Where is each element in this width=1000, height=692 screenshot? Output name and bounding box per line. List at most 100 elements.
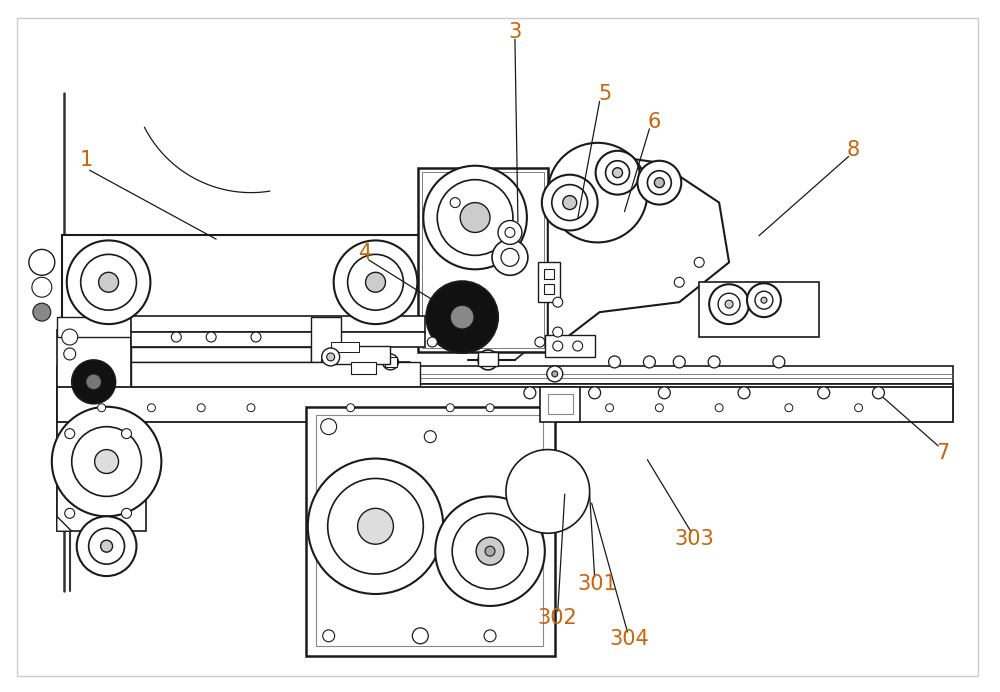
Text: 7: 7 [937,443,950,463]
Polygon shape [57,516,72,531]
Circle shape [95,450,119,473]
Circle shape [427,337,437,347]
Bar [544,284,554,294]
Bar [548,394,573,414]
Circle shape [327,353,335,361]
Circle shape [694,257,704,267]
Circle shape [72,427,141,496]
Bar [351,362,376,374]
Circle shape [506,450,590,534]
Circle shape [596,151,639,194]
Circle shape [552,185,588,221]
Circle shape [33,303,51,321]
Bar [62,235,420,330]
Circle shape [548,143,647,242]
Circle shape [65,428,75,439]
Bar [57,420,131,521]
Circle shape [98,403,106,412]
Bar [131,316,425,332]
Circle shape [424,430,436,443]
Circle shape [647,171,671,194]
Bar [385,357,397,367]
Circle shape [206,332,216,342]
Bar [57,387,953,421]
Circle shape [709,284,749,324]
Circle shape [818,387,830,399]
Circle shape [247,403,255,412]
Circle shape [606,403,614,412]
Circle shape [872,387,884,399]
Circle shape [122,428,131,439]
Circle shape [535,337,545,347]
Circle shape [348,255,403,310]
Circle shape [542,174,598,230]
Bar [418,167,548,352]
Bar [57,317,131,337]
Circle shape [435,496,545,606]
Circle shape [86,374,102,390]
Circle shape [553,297,563,307]
Circle shape [29,249,55,275]
Text: 6: 6 [648,112,661,132]
Circle shape [643,356,655,368]
Circle shape [855,403,863,412]
Circle shape [64,348,76,360]
Circle shape [476,537,504,565]
Bar [321,359,336,374]
Bar [131,362,420,387]
Circle shape [323,630,335,641]
Circle shape [485,546,495,556]
Circle shape [382,354,398,370]
Circle shape [147,403,155,412]
Circle shape [423,165,527,269]
Circle shape [122,509,131,518]
Bar [311,317,341,362]
Bar [57,417,146,531]
Text: 303: 303 [674,529,714,549]
Circle shape [658,387,670,399]
Circle shape [708,356,720,368]
Bar [57,384,953,402]
Circle shape [747,283,781,317]
Bar [538,262,560,302]
Circle shape [171,332,181,342]
Circle shape [715,403,723,412]
Bar [57,366,953,384]
Circle shape [478,350,498,370]
Circle shape [52,407,161,516]
Circle shape [77,516,136,576]
Polygon shape [548,153,729,352]
Circle shape [501,248,519,266]
Circle shape [358,509,393,544]
Bar [545,335,595,357]
Circle shape [251,332,261,342]
Circle shape [450,305,474,329]
Text: 3: 3 [508,22,522,42]
Circle shape [654,178,664,188]
Bar [306,407,555,656]
Circle shape [553,341,563,351]
Bar [82,248,400,317]
Circle shape [563,196,577,210]
Circle shape [637,161,681,205]
Circle shape [446,403,454,412]
Circle shape [718,293,740,315]
Circle shape [32,277,52,297]
Circle shape [72,360,116,403]
Circle shape [308,459,443,594]
Circle shape [524,387,536,399]
Circle shape [67,240,150,324]
Text: 301: 301 [578,574,617,594]
Circle shape [573,341,583,351]
Circle shape [725,300,733,308]
Circle shape [81,255,136,310]
Text: 1: 1 [80,150,93,170]
Circle shape [673,356,685,368]
Circle shape [412,628,428,644]
Circle shape [486,403,494,412]
Circle shape [321,419,337,435]
Circle shape [761,297,767,303]
Circle shape [89,528,125,564]
Circle shape [505,228,515,237]
Circle shape [450,198,460,208]
